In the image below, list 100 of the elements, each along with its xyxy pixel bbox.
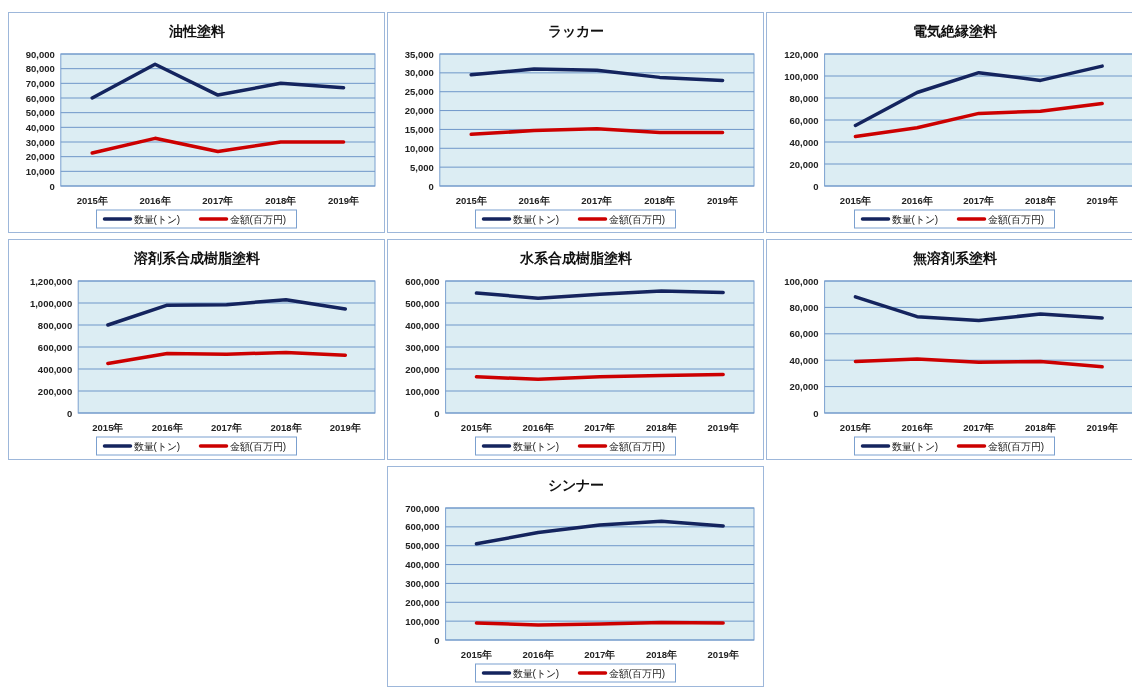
y-tick-label: 700,000: [405, 502, 440, 514]
y-tick-label: 80,000: [789, 92, 819, 104]
x-tick-label: 2016年: [518, 195, 550, 206]
y-tick-label: 80,000: [789, 301, 819, 313]
x-tick-label: 2017年: [584, 422, 616, 433]
x-tick-label: 2015年: [839, 422, 872, 433]
x-tick-label: 2015年: [76, 195, 108, 206]
y-tick-label: 15,000: [404, 123, 434, 135]
y-tick-label: 200,000: [405, 596, 440, 608]
legend-label: 金額(百万円): [608, 441, 666, 452]
x-tick-label: 2019年: [1086, 422, 1118, 433]
x-tick-label: 2015年: [92, 422, 124, 433]
y-tick-label: 200,000: [405, 363, 440, 375]
x-tick-label: 2018年: [265, 195, 297, 206]
x-tick-label: 2018年: [1024, 422, 1057, 433]
y-tick-label: 5,000: [410, 161, 434, 173]
x-tick-label: 2017年: [202, 195, 234, 206]
legend-label: 数量(トン): [133, 214, 181, 225]
y-tick-label: 90,000: [25, 48, 55, 60]
y-tick-label: 60,000: [25, 92, 55, 104]
y-tick-label: 20,000: [789, 158, 819, 170]
chart-title: 電気絶縁塗料: [912, 23, 997, 39]
legend-label: 数量(トン): [512, 441, 560, 452]
y-tick-label: 100,000: [405, 615, 440, 627]
legend-label: 金額(百万円): [987, 441, 1045, 452]
y-tick-label: 600,000: [37, 341, 73, 353]
x-tick-label: 2019年: [707, 422, 739, 433]
y-tick-label: 120,000: [784, 48, 819, 60]
y-tick-label: 500,000: [405, 540, 440, 552]
y-tick-label: 40,000: [789, 136, 819, 148]
x-tick-label: 2017年: [211, 422, 243, 433]
y-tick-label: 70,000: [25, 77, 55, 89]
x-tick-label: 2019年: [707, 195, 739, 206]
y-tick-label: 0: [66, 407, 73, 419]
y-tick-label: 400,000: [37, 363, 73, 375]
chart-title: ラッカー: [547, 23, 604, 39]
x-tick-label: 2019年: [328, 195, 360, 206]
y-tick-label: 0: [434, 634, 440, 646]
y-tick-label: 500,000: [405, 297, 440, 309]
legend-label: 金額(百万円): [229, 214, 287, 225]
y-tick-label: 20,000: [25, 151, 55, 163]
y-tick-label: 100,000: [784, 275, 819, 287]
y-tick-label: 40,000: [25, 121, 55, 133]
x-tick-label: 2015年: [460, 649, 493, 660]
y-tick-label: 20,000: [404, 105, 434, 117]
y-tick-label: 300,000: [405, 341, 440, 353]
x-tick-label: 2015年: [460, 422, 493, 433]
y-tick-label: 200,000: [37, 385, 73, 397]
y-tick-label: 10,000: [25, 165, 55, 177]
y-tick-label: 60,000: [789, 328, 819, 340]
y-tick-label: 0: [434, 407, 440, 419]
y-tick-label: 600,000: [405, 275, 440, 287]
legend-label: 数量(トン): [891, 441, 939, 452]
x-tick-label: 2018年: [644, 195, 676, 206]
x-tick-label: 2018年: [1024, 195, 1057, 206]
y-tick-label: 80,000: [25, 63, 55, 75]
y-tick-label: 50,000: [25, 107, 55, 119]
legend-label: 数量(トン): [891, 214, 939, 225]
y-tick-label: 1,000,000: [29, 297, 73, 309]
x-tick-label: 2016年: [151, 422, 183, 433]
x-tick-label: 2018年: [270, 422, 302, 433]
x-tick-label: 2016年: [901, 195, 933, 206]
y-tick-label: 100,000: [784, 70, 819, 82]
y-tick-label: 0: [49, 180, 55, 192]
y-tick-label: 30,000: [404, 67, 434, 79]
legend-label: 金額(百万円): [608, 214, 666, 225]
x-tick-label: 2016年: [522, 422, 554, 433]
x-tick-label: 2017年: [963, 422, 995, 433]
x-tick-label: 2017年: [581, 195, 613, 206]
y-tick-label: 300,000: [405, 577, 440, 589]
x-tick-label: 2019年: [329, 422, 361, 433]
chart-title: 無溶剤系塗料: [911, 250, 997, 266]
x-tick-label: 2016年: [901, 422, 933, 433]
chart-title: 水系合成樹脂塗料: [518, 250, 632, 266]
legend-label: 数量(トン): [512, 214, 560, 225]
y-tick-label: 30,000: [25, 136, 55, 148]
y-tick-label: 60,000: [789, 114, 819, 126]
legend-label: 金額(百万円): [987, 214, 1045, 225]
legend-label: 金額(百万円): [229, 441, 287, 452]
x-tick-label: 2019年: [707, 649, 739, 660]
legend-label: 数量(トン): [512, 668, 560, 679]
y-tick-label: 10,000: [404, 142, 434, 154]
y-tick-label: 0: [428, 180, 434, 192]
y-tick-label: 20,000: [789, 381, 819, 393]
x-tick-label: 2017年: [963, 195, 995, 206]
x-tick-label: 2015年: [455, 195, 487, 206]
chart-title: シンナー: [547, 477, 604, 493]
y-tick-label: 0: [813, 180, 819, 192]
y-tick-label: 600,000: [405, 521, 440, 533]
x-tick-label: 2016年: [139, 195, 171, 206]
x-tick-label: 2018年: [645, 649, 678, 660]
legend-label: 数量(トン): [133, 441, 181, 452]
y-tick-label: 100,000: [405, 385, 440, 397]
y-tick-label: 40,000: [789, 354, 819, 366]
y-tick-label: 400,000: [405, 559, 440, 571]
chart-title: 溶剤系合成樹脂塗料: [132, 250, 260, 266]
x-tick-label: 2018年: [645, 422, 678, 433]
y-tick-label: 0: [813, 407, 819, 419]
y-tick-label: 400,000: [405, 319, 440, 331]
x-tick-label: 2015年: [839, 195, 872, 206]
